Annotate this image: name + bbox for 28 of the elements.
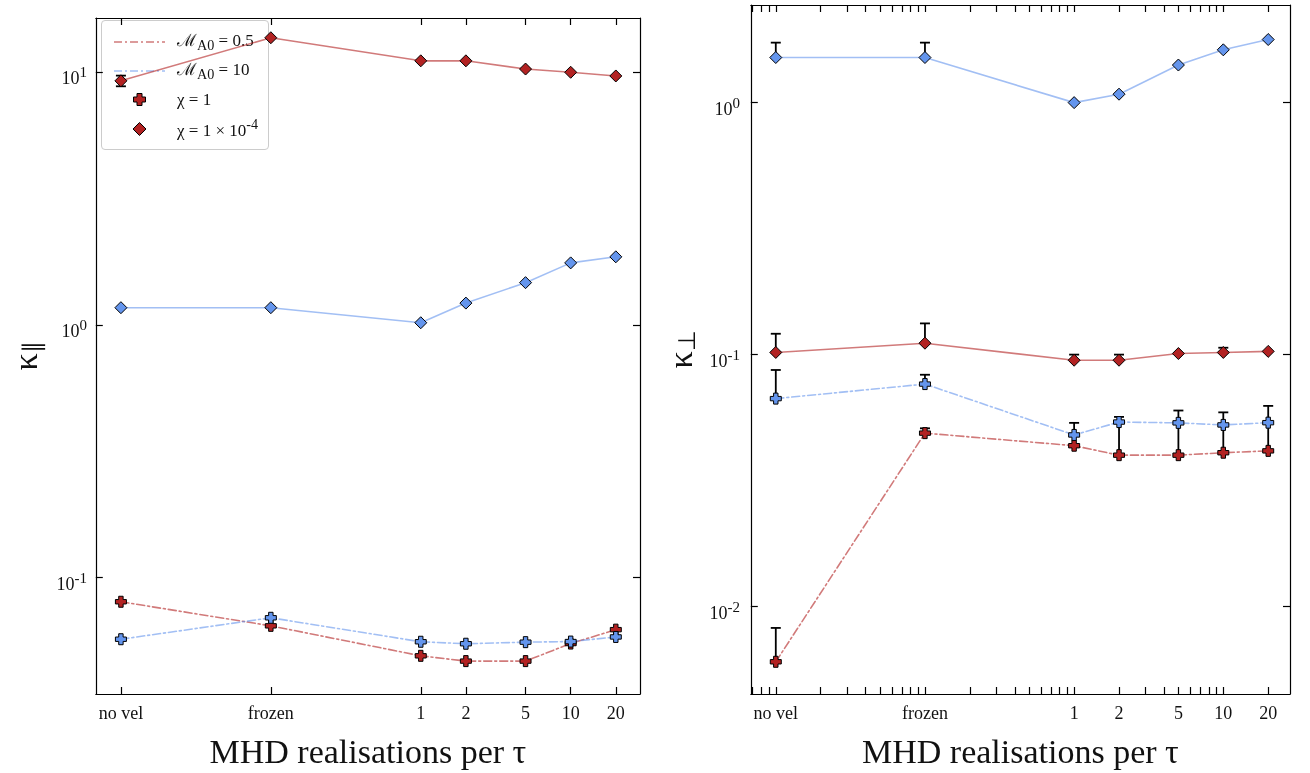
y-axis-title: κ⊥ bbox=[661, 330, 700, 369]
y-tick-label: 10$^{1}$ bbox=[61, 63, 87, 89]
x-tick-label: no vel bbox=[753, 703, 799, 723]
y-axis-title: κ∥ bbox=[6, 341, 46, 371]
x-tick-label: 5 bbox=[521, 703, 531, 723]
x-tick-label: frozen bbox=[247, 703, 294, 723]
legend-label: ℳ$_{A0}$ = 10 bbox=[177, 59, 250, 84]
x-tick-label: 10 bbox=[561, 703, 580, 723]
x-axis-title: MHD realisations per τ bbox=[862, 732, 1179, 770]
legend-label: ℳ$_{A0}$ = 0.5 bbox=[177, 30, 254, 55]
x-tick-label: 20 bbox=[606, 703, 625, 723]
y-tick-label: 10$^{-2}$ bbox=[709, 597, 740, 623]
y-tick-label: 10$^{-1}$ bbox=[709, 345, 740, 371]
x-tick-label: 10 bbox=[1214, 703, 1233, 723]
x-axis-title: MHD realisations per τ bbox=[209, 732, 527, 770]
x-tick-label: 20 bbox=[1259, 703, 1278, 723]
x-tick-label: 2 bbox=[1114, 703, 1124, 723]
legend-label: χ = 1 × 10$^{-4}$ bbox=[177, 116, 259, 141]
annotation: χ = 1 bbox=[177, 89, 212, 110]
x-tick-label: 1 bbox=[416, 703, 426, 723]
x-tick-label: 2 bbox=[461, 703, 471, 723]
x-tick-label: 1 bbox=[1069, 703, 1079, 723]
y-tick-label: 10$^{0}$ bbox=[714, 93, 740, 119]
y-tick-label: 10$^{0}$ bbox=[61, 315, 87, 341]
x-tick-label: frozen bbox=[901, 703, 948, 723]
x-tick-label: no vel bbox=[98, 703, 144, 723]
x-tick-label: 5 bbox=[1173, 703, 1183, 723]
y-tick-label: 10$^{-1}$ bbox=[56, 568, 87, 594]
